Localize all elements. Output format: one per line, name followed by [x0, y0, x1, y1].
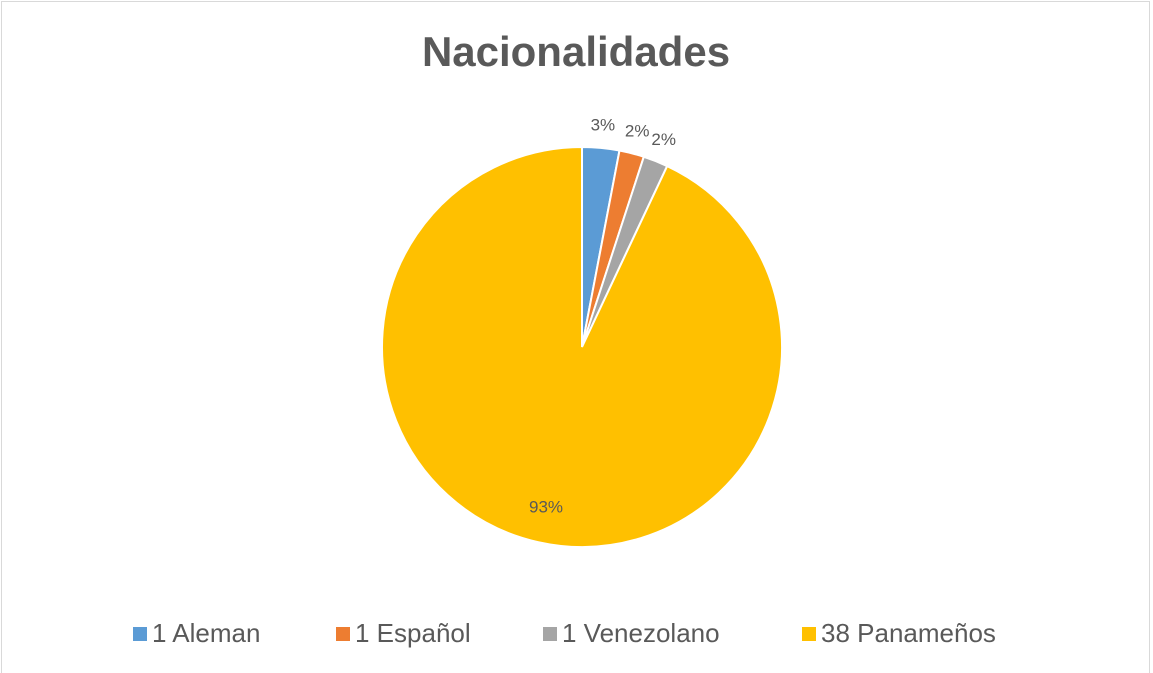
legend-label: 1 Aleman	[152, 618, 260, 648]
data-label: 93%	[529, 498, 563, 517]
legend-label: 1 Español	[355, 618, 471, 648]
legend-swatch	[133, 627, 147, 641]
data-label: 2%	[625, 121, 650, 140]
chart-title: Nacionalidades	[422, 28, 730, 75]
legend-swatch	[336, 627, 350, 641]
data-label: 3%	[591, 115, 616, 134]
pie-slice	[381, 145, 783, 548]
legend-label: 1 Venezolano	[562, 618, 720, 648]
data-label: 2%	[651, 130, 676, 149]
legend-swatch	[543, 627, 557, 641]
legend-label: 38 Panameños	[821, 618, 996, 648]
legend-swatch	[802, 627, 816, 641]
